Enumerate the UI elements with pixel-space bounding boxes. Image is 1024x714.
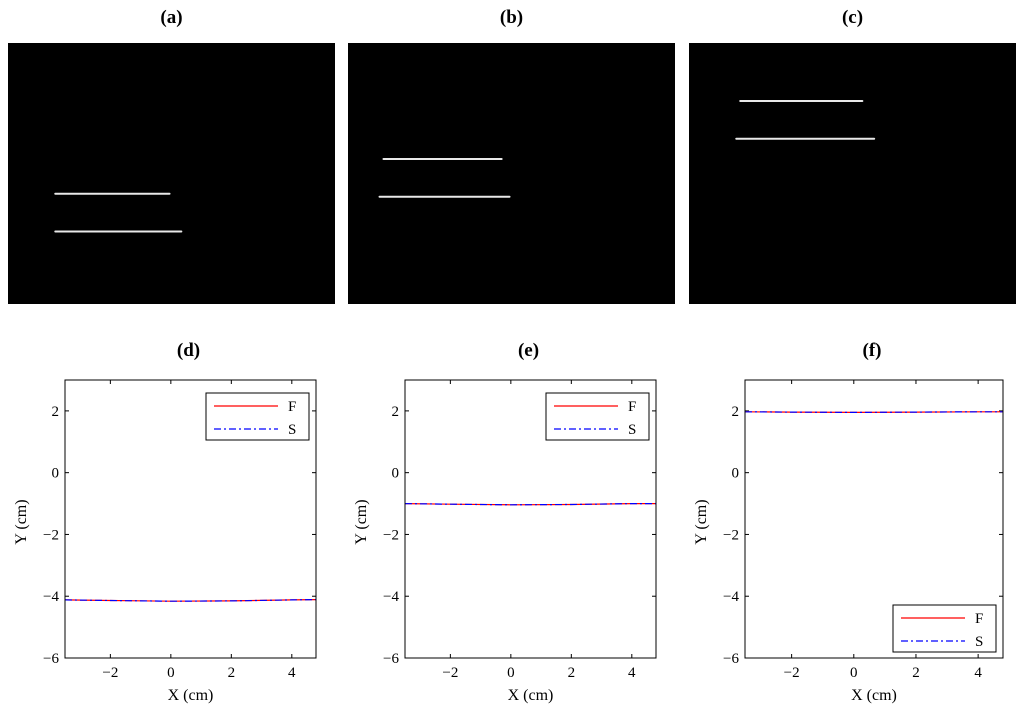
- y-tick-label: 0: [52, 466, 60, 482]
- y-axis-label: Y (cm): [353, 499, 370, 544]
- camera-image: [8, 43, 335, 304]
- x-axis-label: X (cm): [851, 687, 897, 704]
- y-tick-label: −4: [723, 589, 739, 605]
- legend: FS: [892, 604, 997, 653]
- image-panel-3: (c): [689, 7, 1016, 304]
- axes-frame: [404, 379, 657, 659]
- series-line-S: [64, 599, 317, 602]
- x-tick-label: −2: [102, 665, 118, 681]
- series-line-S: [404, 503, 656, 506]
- legend-entry-F: F: [628, 399, 636, 415]
- y-tick-label: −2: [43, 527, 59, 543]
- x-tick-label: 4: [288, 665, 296, 681]
- y-axis-label: Y (cm): [13, 499, 30, 544]
- series-line-S: [744, 411, 1003, 414]
- image-panel-1: (a): [8, 7, 335, 304]
- plot-panel-3: (f) −2 0 2 4 −6 −4 −2 0 2 X (cm) Y (cm) FS: [693, 340, 1004, 704]
- legend-entry-S: S: [288, 422, 296, 438]
- y-tick-label: −4: [383, 589, 399, 605]
- image-panel-2: (b): [348, 7, 675, 304]
- x-tick-label: 2: [228, 665, 236, 681]
- series-line-F: [744, 411, 1003, 414]
- panel-label: (e): [518, 340, 539, 361]
- x-tick-label: 2: [912, 665, 920, 681]
- y-tick-label: 0: [732, 466, 740, 482]
- x-tick-label: 0: [850, 665, 858, 681]
- legend: FS: [205, 392, 310, 441]
- panel-label: (d): [177, 340, 200, 361]
- legend-entry-S: S: [628, 422, 636, 438]
- panel-label: (a): [160, 7, 182, 28]
- x-tick-label: −2: [784, 665, 800, 681]
- legend-box: [545, 392, 650, 441]
- legend-box: [892, 604, 997, 653]
- legend: FS: [545, 392, 650, 441]
- x-tick-label: 2: [568, 665, 576, 681]
- y-tick-label: 2: [52, 404, 60, 420]
- x-tick-label: 0: [507, 665, 515, 681]
- y-tick-label: −6: [723, 651, 739, 667]
- panel-label: (f): [863, 340, 882, 361]
- legend-entry-S: S: [975, 634, 983, 650]
- y-tick-label: −2: [723, 527, 739, 543]
- panel-label: (b): [500, 7, 523, 28]
- y-tick-label: −4: [43, 589, 59, 605]
- x-tick-label: 4: [974, 665, 982, 681]
- y-tick-label: 2: [732, 404, 740, 420]
- x-tick-label: 4: [628, 665, 636, 681]
- axes-frame: [744, 379, 1004, 659]
- y-tick-label: −6: [383, 651, 399, 667]
- legend-box: [205, 392, 310, 441]
- x-axis-label: X (cm): [508, 687, 554, 704]
- camera-image: [348, 43, 675, 304]
- legend-entry-F: F: [975, 611, 983, 627]
- panel-label: (c): [842, 7, 863, 28]
- y-tick-label: 2: [392, 404, 400, 420]
- y-tick-label: −2: [383, 527, 399, 543]
- y-axis-label: Y (cm): [693, 499, 710, 544]
- plot-panel-1: (d) −2 0 2 4 −6 −4 −2 0 2 X (cm) Y (cm) FS: [13, 340, 317, 704]
- camera-image: [689, 43, 1016, 304]
- plot-panel-2: (e) −2 0 2 4 −6 −4 −2 0 2 X (cm) Y (cm) FS: [353, 340, 657, 704]
- y-tick-label: 0: [392, 466, 400, 482]
- x-tick-label: −2: [442, 665, 458, 681]
- legend-entry-F: F: [288, 399, 296, 415]
- axes-frame: [64, 379, 317, 659]
- y-tick-label: −6: [43, 651, 59, 667]
- x-tick-label: 0: [167, 665, 175, 681]
- x-axis-label: X (cm): [168, 687, 214, 704]
